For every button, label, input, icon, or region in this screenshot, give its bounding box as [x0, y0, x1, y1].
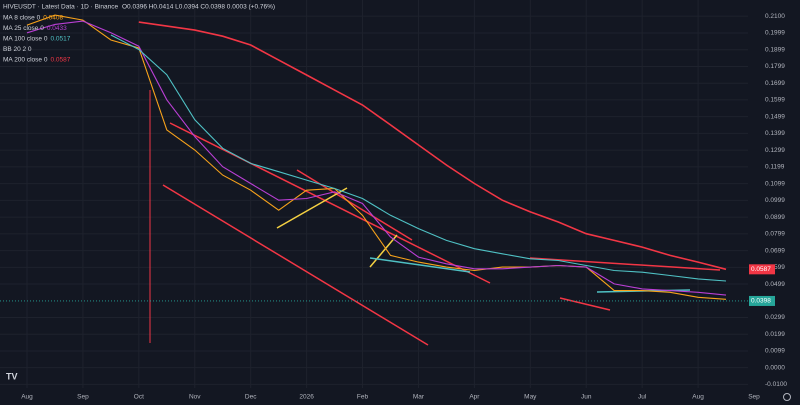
y-tick-label: 0.1199	[765, 164, 785, 171]
legend-label: MA 8 close 0	[3, 15, 41, 22]
x-tick-label: Jul	[638, 394, 647, 401]
y-tick-label: 0.1699	[765, 80, 785, 87]
y-tick-label: 0.0499	[765, 281, 785, 288]
y-tick-label: 0.1399	[765, 130, 785, 137]
x-tick-label: May	[524, 394, 537, 401]
x-tick-label: 2026	[299, 394, 314, 401]
y-tick-label: 0.1099	[765, 180, 785, 187]
x-tick-label: Apr	[469, 394, 480, 401]
x-tick-label: Jun	[581, 394, 592, 401]
channel-line	[529, 257, 721, 271]
legend-label: MA 25 close 0	[3, 25, 44, 32]
y-tick-label: 0.0000	[765, 364, 785, 371]
x-tick-label: Dec	[245, 394, 257, 401]
x-tick-label: Aug	[692, 394, 704, 401]
y-tick-label: 0.1999	[765, 30, 785, 37]
legend-value: 0.0408	[43, 15, 63, 22]
channel-line	[559, 297, 611, 311]
axes: 0.2100 0.1999 0.1899 0.1799 0.1699 0.1599 0.14…	[21, 13, 787, 401]
price-axis	[748, 0, 800, 405]
legend-label: BB 20 2 0	[3, 46, 32, 53]
y-tick-label: -0.0100	[765, 381, 787, 388]
x-tick-label: Aug	[21, 394, 33, 401]
series-line	[138, 21, 727, 271]
header: HIVEUSDT · Latest Data · 1D · Binance O0…	[3, 4, 275, 64]
y-tick-label: 0.1799	[765, 63, 785, 70]
ma-price-label: 0.0587	[751, 266, 771, 273]
y-tick-label: 0.0999	[765, 197, 785, 204]
x-tick-label: Sep	[77, 394, 89, 401]
x-tick-label: Nov	[189, 394, 201, 401]
channel-line	[169, 122, 491, 284]
x-tick-label: Oct	[134, 394, 144, 401]
y-tick-label: 0.0799	[765, 231, 785, 238]
last-price-label: 0.0398	[751, 298, 771, 305]
series-lines	[0, 14, 748, 302]
flag-line	[276, 187, 348, 229]
y-tick-label: 0.1499	[765, 113, 785, 120]
legend-label: MA 200 close 0	[3, 57, 48, 64]
x-tick-label: Feb	[357, 394, 369, 401]
y-tick-label: 0.0699	[765, 247, 785, 254]
y-tick-label: 0.1599	[765, 97, 785, 104]
y-tick-label: 0.2100	[765, 13, 785, 20]
ma-price-box	[749, 264, 775, 275]
last-price-box	[749, 295, 775, 306]
y-tick-label: 0.0599	[765, 264, 785, 271]
y-tick-label: 0.0899	[765, 214, 785, 221]
y-tick-label: 0.0299	[765, 314, 785, 321]
series-line	[26, 14, 727, 300]
legend-label: MA 100 close 0	[3, 36, 48, 43]
y-tick-label: 0.0099	[765, 348, 785, 355]
legend-value: 0.0587	[50, 57, 70, 64]
y-tick-label: 0.1299	[765, 147, 785, 154]
x-tick-label: Mar	[413, 394, 425, 401]
y-tick-label: 0.0199	[765, 331, 785, 338]
chart-title: HIVEUSDT · Latest Data · 1D · Binance	[3, 4, 119, 11]
settings-icon[interactable]	[783, 393, 791, 401]
channel-line	[296, 169, 413, 241]
time-axis	[0, 388, 800, 405]
legend-value: 0.0433	[47, 25, 67, 32]
legend-value: 0.0517	[50, 36, 70, 43]
x-tick-label: Sep	[748, 394, 760, 401]
flag-line	[369, 234, 398, 268]
series-line	[26, 20, 727, 296]
y-tick-label: 0.1899	[765, 46, 785, 53]
logo: TV	[6, 371, 18, 381]
channel-line	[162, 184, 429, 346]
support-line	[369, 257, 471, 273]
ohlc: O0.0396 H0.0414 L0.0394 C0.0398 0.0003 (…	[122, 4, 275, 11]
series-line	[110, 34, 727, 282]
legend: MA 8 close 0 0.0408 MA 25 close 0 0.0433 MA …	[3, 15, 71, 64]
